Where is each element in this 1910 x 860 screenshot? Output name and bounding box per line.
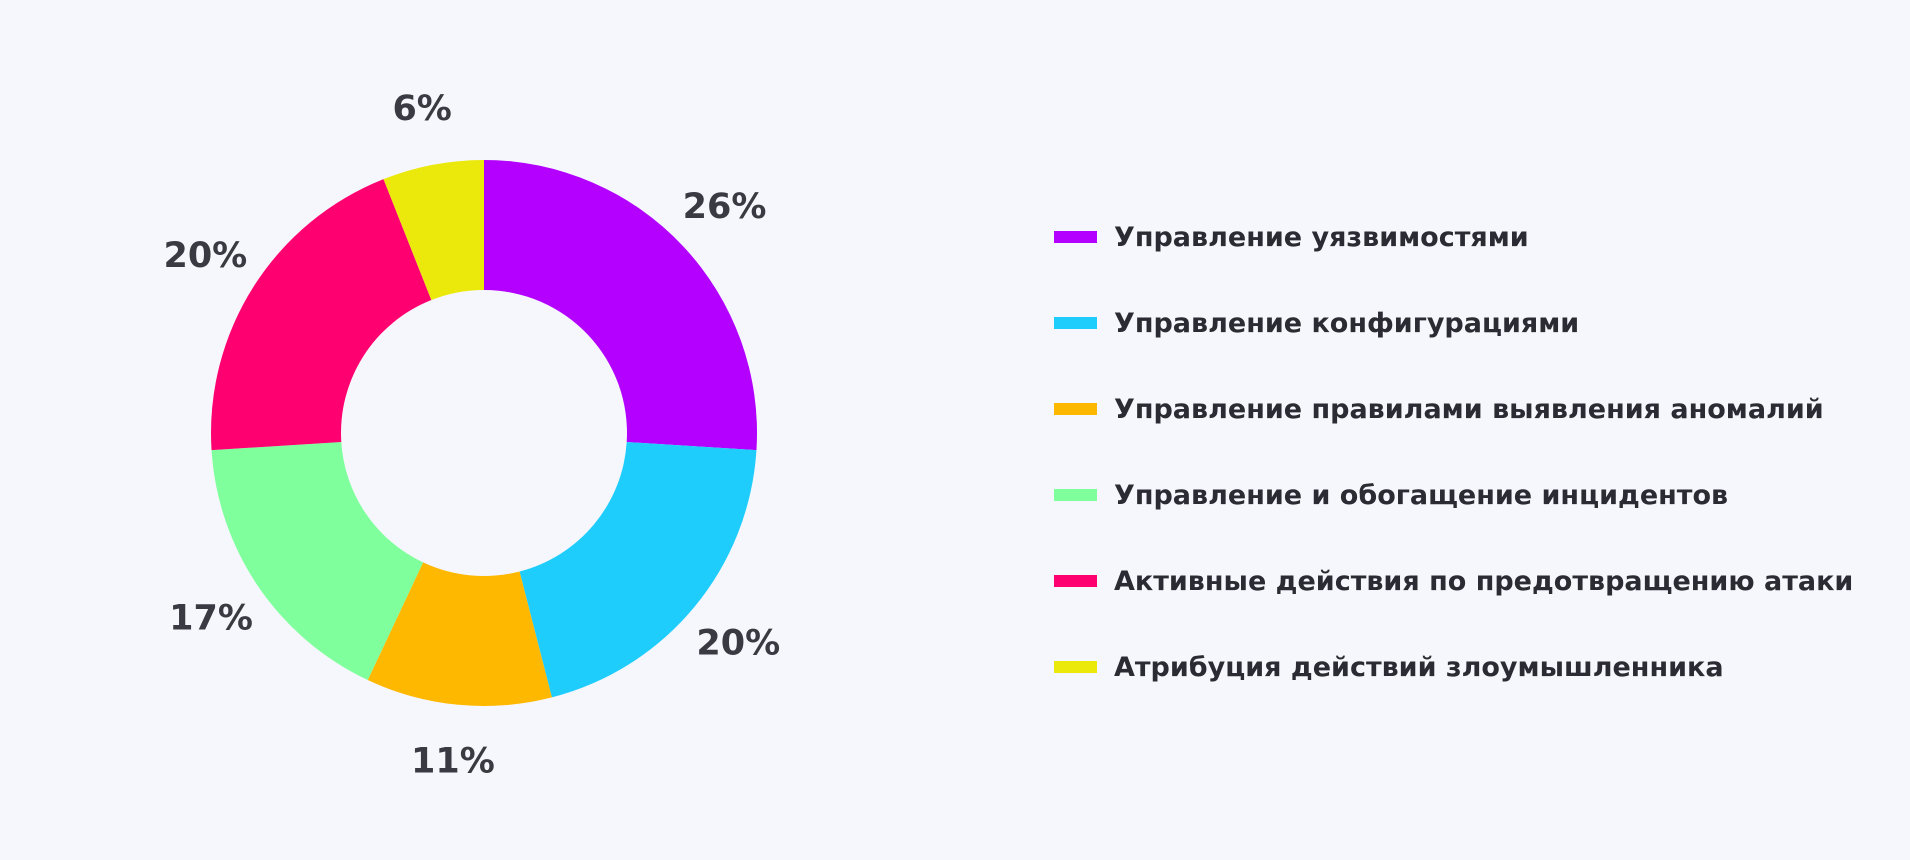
legend-swatch bbox=[1054, 575, 1097, 587]
slice-value-label-1: 26% bbox=[683, 187, 767, 227]
donut-slice-6 bbox=[383, 160, 484, 301]
slice-value-label-4: 17% bbox=[169, 598, 253, 638]
legend-swatch bbox=[1054, 231, 1097, 243]
legend-label: Атрибуция действий злоумышленника bbox=[1114, 651, 1724, 683]
legend-label: Управление и обогащение инцидентов bbox=[1114, 479, 1729, 511]
legend-swatch bbox=[1054, 489, 1097, 501]
donut-slice-3 bbox=[367, 562, 552, 706]
chart-legend: Управление уязвимостями Управление конфиг… bbox=[1054, 194, 1853, 710]
donut-chart: 26% 20% 11% 17% 20% 6% bbox=[163, 89, 780, 782]
legend-swatch bbox=[1054, 661, 1097, 673]
slice-value-label-2: 20% bbox=[696, 623, 780, 663]
donut-slice-1 bbox=[484, 160, 757, 451]
slice-value-labels: 26% 20% 11% 17% 20% 6% bbox=[163, 89, 780, 782]
legend-swatch bbox=[1054, 317, 1097, 329]
legend-item-2: Управление конфигурациями bbox=[1054, 280, 1853, 366]
slice-value-label-5: 20% bbox=[163, 236, 247, 276]
legend-label: Управление конфигурациями bbox=[1114, 307, 1580, 339]
legend-item-3: Управление правилами выявления аномалий bbox=[1054, 366, 1853, 452]
donut-slice-2 bbox=[519, 441, 757, 698]
legend-item-1: Управление уязвимостями bbox=[1054, 194, 1853, 280]
legend-label: Управление уязвимостями bbox=[1114, 221, 1529, 253]
legend-item-4: Управление и обогащение инцидентов bbox=[1054, 452, 1853, 538]
legend-label: Управление правилами выявления аномалий bbox=[1114, 393, 1824, 425]
donut-slice-4 bbox=[211, 441, 424, 681]
legend-item-6: Атрибуция действий злоумышленника bbox=[1054, 624, 1853, 710]
slice-value-label-3: 11% bbox=[411, 742, 495, 782]
slice-value-label-6: 6% bbox=[392, 89, 451, 129]
donut-slice-5 bbox=[210, 179, 432, 451]
legend-item-5: Активные действия по предотвращению атак… bbox=[1054, 538, 1853, 624]
legend-label: Активные действия по предотвращению атак… bbox=[1114, 565, 1854, 597]
legend-swatch bbox=[1054, 403, 1097, 415]
donut-slices bbox=[210, 160, 757, 706]
